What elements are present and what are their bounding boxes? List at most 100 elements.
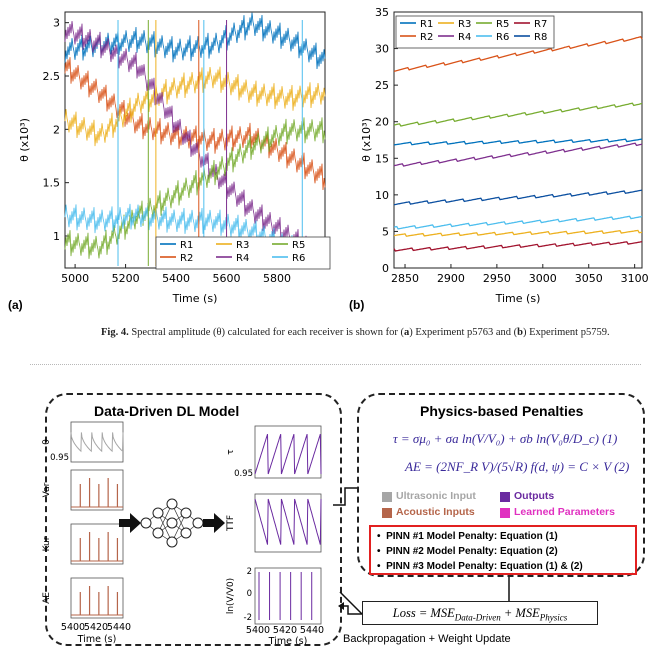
connector-dd-to-loss — [339, 591, 363, 615]
x-tick-label: 5600 — [213, 272, 241, 285]
x-tick-label: 3050 — [575, 272, 603, 285]
series-line-r4 — [393, 142, 643, 167]
output-tau-plot-tick: 0.95 — [234, 469, 253, 479]
output-tau-plot-ylabel: τ — [226, 449, 236, 454]
physics-box — [357, 393, 645, 577]
nn-node — [192, 517, 204, 529]
arrow-network-to-outputs — [203, 513, 225, 533]
caption-a: a — [404, 327, 410, 338]
output-tau-plot-line — [254, 433, 322, 475]
pinn-1-text: PINN #1 Model Penalty: Equation (1) — [386, 531, 558, 542]
nn-node — [166, 498, 178, 510]
series-line-r5 — [64, 117, 326, 259]
section-divider — [30, 364, 641, 365]
output-y-tick: 0 — [247, 589, 252, 599]
y-tick-label: 2 — [53, 123, 60, 136]
legend-label-r2: R2 — [180, 253, 193, 264]
legend-label-r5: R5 — [292, 240, 305, 251]
legend-label-r5: R5 — [496, 19, 509, 30]
caption-text-3: ) Experiment p5759. — [523, 327, 610, 338]
output-x-tick: 5420 — [273, 625, 297, 636]
series-line-r3 — [64, 66, 326, 147]
chart-b-xlabel: Time (s) — [495, 292, 541, 305]
legend-label-r4: R4 — [236, 253, 249, 264]
y-tick-label: 25 — [375, 79, 389, 92]
output-lnv-plot-ylabel: ln(V/V0) — [226, 578, 236, 614]
chart-a-xlabel: Time (s) — [172, 292, 218, 305]
chart-a-frame — [64, 11, 326, 269]
nn-node — [180, 507, 192, 519]
x-tick-label: 3100 — [621, 272, 649, 285]
pinn-1-row: • PINN #1 Model Penalty: Equation (1) — [377, 531, 558, 542]
output-ttf-plot-line — [254, 498, 322, 545]
y-tick-label: 35 — [375, 6, 389, 19]
output-lnv-plot-frame — [254, 567, 322, 625]
input-kur-plot-frame — [70, 523, 124, 565]
caption-fig-number: Fig. 4. — [101, 327, 129, 338]
ultrasonic-label: Ultrasonic Input — [396, 490, 476, 502]
y-tick-label: 1 — [53, 230, 60, 243]
y-tick-label: 30 — [375, 43, 389, 56]
loss-plus: + MSE — [500, 606, 540, 620]
loss-equation-box: Loss = MSEData-Driven + MSEPhysics — [362, 601, 598, 625]
x-tick-label: 2900 — [437, 272, 465, 285]
x-tick-label: 5200 — [112, 272, 140, 285]
series-line-r6 — [393, 215, 643, 230]
input-kur-plot-ylabel: Kur — [42, 536, 52, 551]
y-tick-label: 0 — [382, 262, 389, 275]
output-y-tick: -2 — [244, 613, 252, 623]
nn-node — [166, 517, 178, 529]
y-tick-label: 5 — [382, 225, 389, 238]
input-var-plot-ylabel: Var — [42, 482, 52, 497]
pinn-3-text: PINN #3 Model Penalty: Equation (1) & (2… — [386, 561, 583, 572]
equation-1: τ = σμ₀ + σa ln(V/V₀) + σb ln(V₀θ/D_c) (… — [393, 431, 618, 446]
input-ae-plot-frame — [70, 577, 124, 619]
series-line-r8 — [393, 189, 643, 206]
pinn-penalties-box: • PINN #1 Model Penalty: Equation (1) • … — [369, 525, 637, 575]
x-tick-label: 2850 — [391, 272, 419, 285]
input-theta-plot-line — [70, 432, 124, 453]
input-var-plot-frame — [70, 469, 124, 511]
neural-network-icon — [140, 498, 204, 548]
legend-box — [395, 15, 555, 49]
y-tick-label: 1.5 — [43, 177, 61, 190]
series-line-r2 — [393, 35, 643, 73]
learned-label: Learned Parameters — [514, 506, 615, 518]
y-tick-label: 10 — [375, 189, 389, 202]
y-tick-label: 2.5 — [43, 70, 61, 83]
output-x-tick: 5400 — [246, 625, 270, 636]
chart-b-ylabel: θ (x10³) — [360, 118, 373, 162]
series-line-r3 — [393, 229, 643, 237]
x-tick-label: 5000 — [61, 272, 89, 285]
x-tick-label: 3000 — [529, 272, 557, 285]
data-driven-title: Data-Driven DL Model — [94, 403, 240, 419]
legend-label-r6: R6 — [292, 253, 305, 264]
pinn-3-row: • PINN #3 Model Penalty: Equation (1) & … — [377, 561, 583, 572]
physics-title: Physics-based Penalties — [420, 403, 584, 419]
nn-node — [166, 536, 178, 548]
legend-label-r1: R1 — [420, 19, 433, 30]
nn-node — [152, 527, 164, 539]
back-arrow-head — [338, 602, 344, 610]
y-tick-label: 15 — [375, 152, 389, 165]
acoustic-label: Acoustic Inputs — [396, 506, 475, 518]
figure-caption: Fig. 4. Spectral amplitude (θ) calculate… — [101, 326, 631, 340]
loss-sub-data-driven: Data-Driven — [454, 612, 501, 623]
series-line-r1 — [393, 138, 643, 146]
legend-label-r4: R4 — [458, 32, 471, 43]
caption-b: b — [517, 327, 523, 338]
panel-label-b: (b) — [349, 298, 365, 312]
input-x-tick: 5440 — [107, 622, 131, 633]
outputs-label: Outputs — [514, 490, 555, 502]
input-x-tick: 5420 — [84, 622, 108, 633]
nn-node — [140, 517, 152, 529]
input-theta-plot-ylabel: θ — [42, 439, 52, 445]
series-line-r2 — [64, 57, 326, 191]
series-line-r7 — [393, 241, 643, 252]
input-theta-plot-tick: 0.95 — [50, 453, 69, 463]
y-tick-label: 20 — [375, 116, 389, 129]
learned-chip — [500, 508, 510, 518]
data-driven-box — [45, 393, 342, 646]
